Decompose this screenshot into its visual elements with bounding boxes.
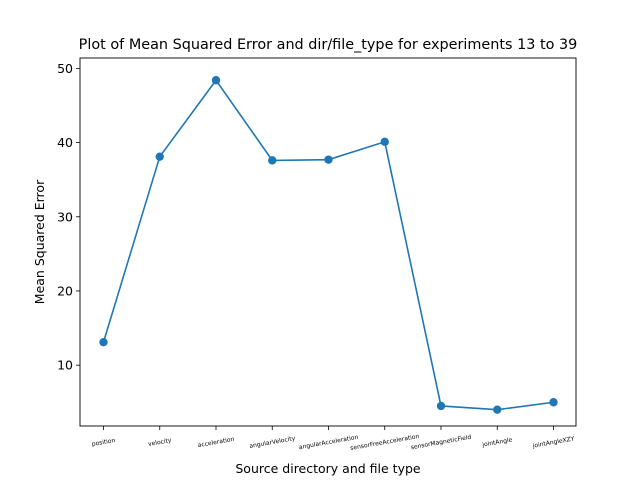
data-point <box>99 337 108 347</box>
data-point <box>324 155 333 164</box>
x-tick-label: jointAngle <box>481 436 513 448</box>
x-axis-label: Source directory and file type <box>235 461 421 476</box>
data-point <box>268 156 277 165</box>
x-tick-label: velocity <box>148 437 173 448</box>
x-tick-label: sensorFreeAcceleration <box>350 433 420 452</box>
y-tick-label: 20 <box>57 283 73 298</box>
x-axis-ticks: position velocity acceleration angularVeloc… <box>91 426 575 452</box>
y-tick-label: 30 <box>57 209 73 224</box>
data-points <box>99 76 558 414</box>
data-point <box>211 76 221 85</box>
data-point <box>380 137 389 147</box>
x-tick-label: sensorMagneticField <box>410 434 472 452</box>
plot-frame <box>79 57 577 427</box>
y-tick-label: 40 <box>57 135 73 150</box>
data-point <box>436 401 446 411</box>
chart-title: Plot of Mean Squared Error and dir/file_… <box>79 37 578 53</box>
y-tick-label: 50 <box>57 61 73 76</box>
x-tick-label: jointAngleXZY <box>531 435 575 449</box>
x-tick-label: angularVelocity <box>249 435 296 450</box>
y-axis-ticks: 10 20 30 40 50 <box>57 61 80 373</box>
data-point <box>155 152 164 161</box>
x-tick-label: acceleration <box>197 436 235 449</box>
x-tick-label: position <box>91 437 116 448</box>
y-axis-label: Mean Squared Error <box>32 179 47 304</box>
data-point <box>549 398 558 407</box>
data-point <box>493 405 502 414</box>
series-line <box>102 78 554 411</box>
y-tick-label: 10 <box>57 358 73 373</box>
